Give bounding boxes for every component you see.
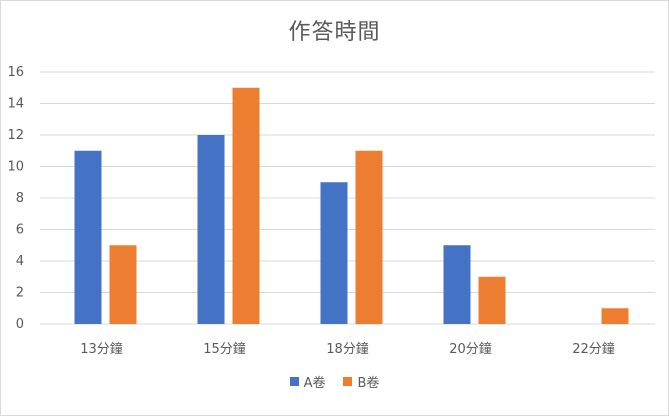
bar-series-a [443,245,471,324]
legend-swatch-series-a [289,377,299,386]
bar-series-a [74,150,102,324]
y-tick-label: 14 [7,97,24,112]
y-tick-label: 2 [16,286,24,301]
bar-series-b [109,245,137,324]
y-tick-label: 4 [16,254,24,269]
bar-series-b [355,150,383,324]
bar-series-b [478,276,506,324]
legend-swatch-series-b [343,377,353,386]
legend-label-series-b: B卷 [357,376,380,391]
bar-series-a [197,135,225,324]
y-tick-label: 12 [7,128,24,143]
bar-series-b [601,308,629,324]
x-category-label: 22分鐘 [572,341,615,357]
bar-series-a [320,182,348,324]
legend-label-series-a: A卷 [303,376,326,391]
chart-legend: A卷 B卷 [0,372,669,391]
chart-title: 作答時間 [288,20,381,45]
y-tick-label: 16 [7,65,24,80]
legend-item-series-a: A卷 [289,372,326,391]
legend-item-series-b: B卷 [343,372,379,391]
x-category-label: 18分鐘 [326,341,369,357]
y-tick-label: 0 [16,317,24,332]
bar-series-b [232,87,260,324]
y-tick-label: 6 [16,223,24,238]
x-category-label: 20分鐘 [449,341,492,357]
y-tick-label: 10 [7,160,24,175]
y-tick-label: 8 [16,191,24,206]
x-category-label: 15分鐘 [203,341,246,357]
x-category-label: 13分鐘 [80,341,123,357]
